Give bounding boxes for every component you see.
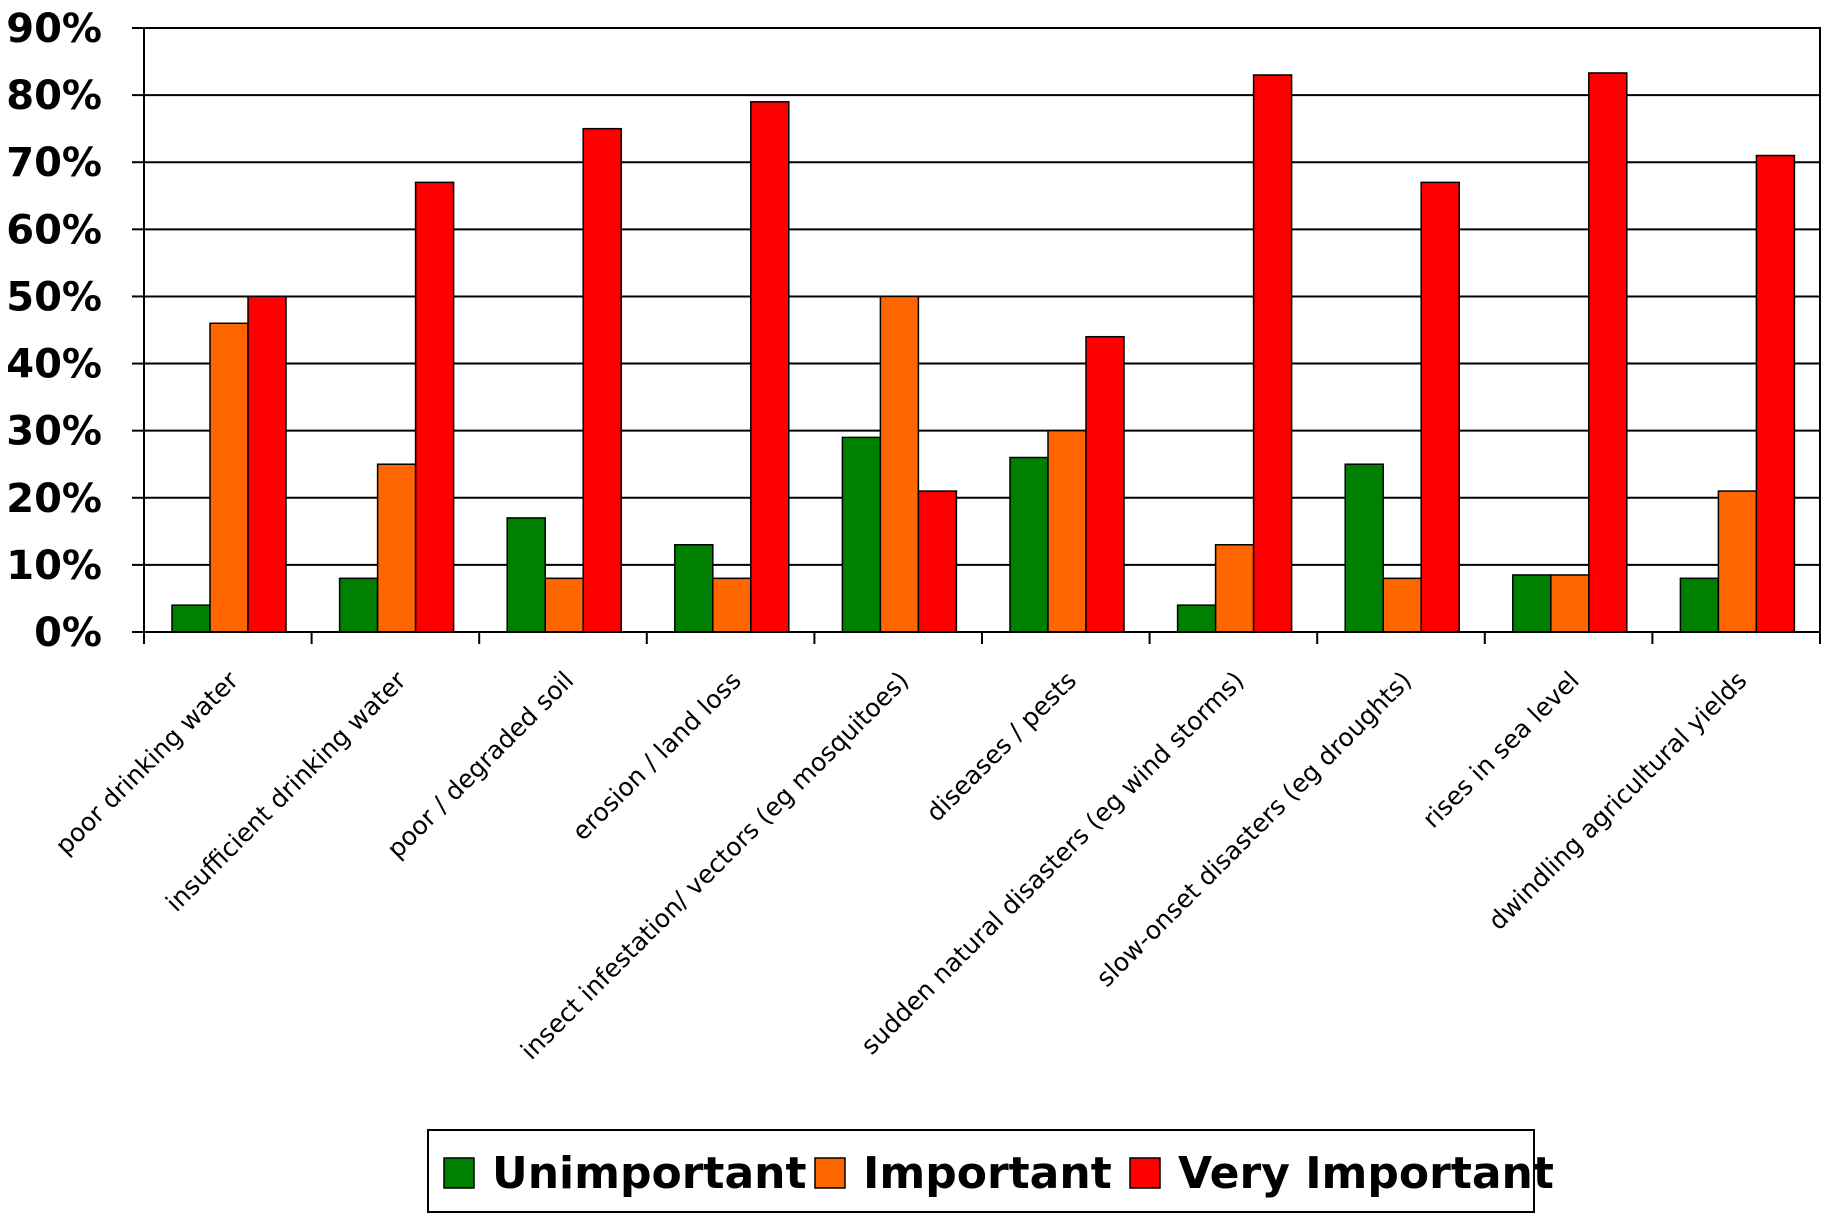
- y-tick-label: 10%: [6, 543, 102, 589]
- x-tick-label: poor / degraded soil: [381, 666, 579, 864]
- x-tick-label: poor drinking water: [50, 665, 245, 860]
- bar-very-important: [917, 490, 958, 633]
- legend-label: Very Important: [1178, 1148, 1554, 1199]
- legend-swatch: [814, 1157, 846, 1189]
- x-tick-label: diseases / pests: [921, 666, 1082, 827]
- x-tick-label: insect infestation/ vectors (eg mosquito…: [515, 666, 914, 1065]
- legend-label: Important: [863, 1148, 1112, 1199]
- bar-unimportant: [171, 604, 211, 633]
- x-tick-label: slow-onset disasters (eg droughts): [1090, 666, 1417, 993]
- bar-very-important: [414, 181, 455, 633]
- bar-very-important: [1252, 74, 1293, 633]
- bar-very-important: [1420, 181, 1460, 633]
- bar-important: [879, 295, 920, 633]
- bar-important: [376, 463, 417, 633]
- bar-important: [1214, 544, 1255, 633]
- y-tick-label: 20%: [6, 476, 102, 522]
- y-tick-label: 40%: [6, 342, 102, 388]
- y-tick-label: 70%: [6, 140, 102, 186]
- bar-important: [544, 577, 584, 633]
- bar-important: [1550, 574, 1590, 633]
- bar-unimportant: [674, 544, 714, 633]
- x-tick-label: rises in sea level: [1417, 666, 1585, 834]
- bars: [171, 72, 1796, 633]
- x-tick-label: erosion / land loss: [566, 666, 746, 846]
- bar-unimportant: [506, 517, 546, 633]
- y-tick-labels: 0% 10% 20% 30% 40% 50% 60% 70% 80% 90%: [6, 6, 102, 656]
- legend-swatch: [1129, 1157, 1161, 1189]
- bar-important: [1717, 490, 1758, 633]
- bar-very-important: [582, 127, 622, 633]
- bar-important: [1382, 577, 1422, 633]
- x-tick-label: sudden natural disasters (eg wind storms…: [855, 666, 1249, 1060]
- bar-unimportant: [1679, 577, 1720, 633]
- y-tick-label: 50%: [6, 274, 102, 320]
- bar-unimportant: [1344, 463, 1384, 633]
- bar-unimportant: [338, 577, 379, 633]
- axes: [132, 27, 1821, 644]
- bar-unimportant: [1512, 574, 1552, 633]
- y-tick-label: 90%: [6, 6, 102, 52]
- bar-important: [712, 577, 752, 633]
- bar-very-important: [1755, 154, 1796, 633]
- bar-very-important: [1085, 335, 1125, 633]
- bar-very-important: [247, 295, 287, 633]
- y-tick-label: 60%: [6, 207, 102, 253]
- legend: Unimportant Important Very Important: [427, 1129, 1554, 1213]
- bar-unimportant: [1009, 456, 1049, 633]
- bar-very-important: [750, 101, 790, 633]
- legend-label: Unimportant: [492, 1148, 807, 1199]
- bar-important: [1047, 429, 1087, 633]
- legend-swatch: [443, 1157, 475, 1189]
- y-tick-label: 30%: [6, 409, 102, 455]
- bar-very-important: [1588, 72, 1628, 633]
- legend-box: [427, 1129, 1535, 1213]
- bar-unimportant: [841, 436, 882, 633]
- bar-unimportant: [1176, 604, 1217, 633]
- y-tick-label: 0%: [34, 610, 102, 656]
- bar-important: [209, 322, 249, 633]
- y-tick-label: 80%: [6, 73, 102, 119]
